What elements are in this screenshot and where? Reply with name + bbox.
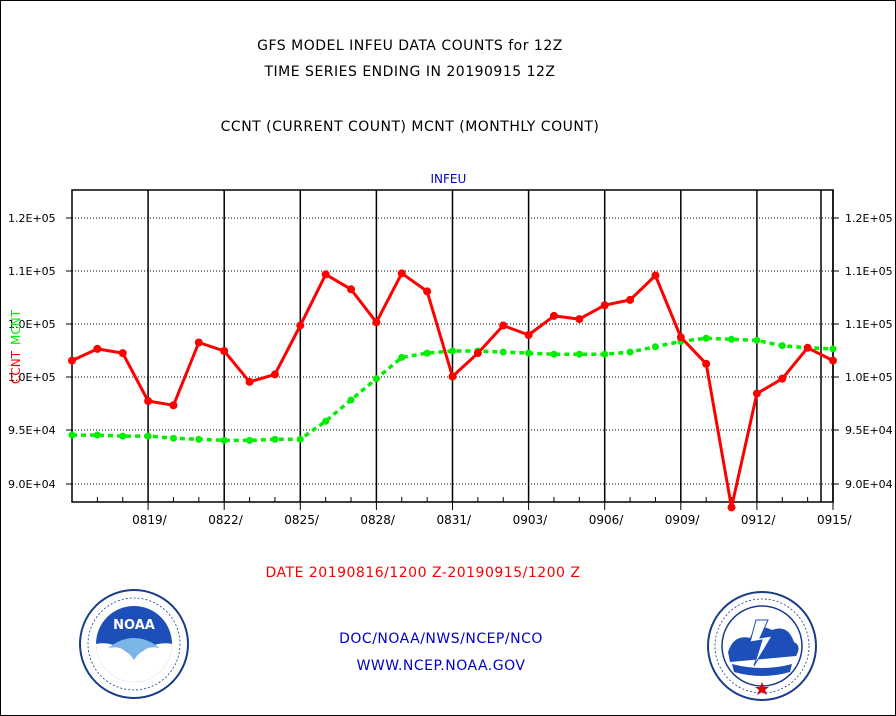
data-point-ccnt: [499, 321, 508, 330]
data-point-mcnt: [119, 432, 127, 440]
x-tick-label: 0828/: [360, 513, 396, 527]
data-point-mcnt: [68, 431, 76, 439]
y-axis-label-ccnt: CCNT: [9, 350, 23, 384]
chart-title-line1: GFS MODEL INFEU DATA COUNTS for 12Z: [257, 38, 563, 54]
data-point-mcnt: [753, 336, 761, 344]
y-tick-label-right: 1.1E+05: [845, 318, 893, 331]
plot-title: INFEU: [431, 172, 467, 186]
data-point-ccnt: [397, 269, 406, 278]
data-point-mcnt: [449, 347, 456, 355]
data-point-ccnt: [651, 271, 660, 280]
data-point-mcnt: [778, 342, 786, 350]
nws-logo: [707, 591, 817, 701]
data-point-ccnt: [727, 503, 736, 512]
data-point-mcnt: [601, 350, 609, 358]
data-point-ccnt: [169, 401, 178, 410]
data-point-mcnt: [271, 435, 279, 443]
data-point-ccnt: [372, 318, 381, 327]
data-point-ccnt: [473, 349, 482, 358]
org-label: DOC/NOAA/NWS/NCEP/NCO: [339, 631, 543, 647]
data-point-mcnt: [372, 375, 380, 383]
data-point-ccnt: [600, 301, 609, 310]
data-point-ccnt: [778, 374, 787, 383]
svg-text:NOAA: NOAA: [113, 618, 155, 633]
data-point-ccnt: [752, 389, 761, 398]
data-point-mcnt: [296, 435, 304, 443]
data-point-ccnt: [626, 295, 635, 304]
data-point-mcnt: [525, 349, 533, 357]
data-point-mcnt: [626, 348, 634, 356]
data-point-mcnt: [195, 435, 203, 443]
data-point-ccnt: [220, 347, 229, 355]
y-tick-label-left: 9.5E+04: [8, 424, 56, 437]
chart-title-line2: TIME SERIES ENDING IN 20190915 12Z: [264, 64, 556, 80]
x-tick-label: 0825/: [284, 513, 320, 527]
data-point-ccnt: [702, 359, 711, 368]
data-point-ccnt: [321, 270, 330, 279]
data-point-mcnt: [702, 334, 710, 342]
y-tick-label-left: 1.2E+05: [8, 212, 56, 225]
data-point-ccnt: [194, 338, 203, 347]
data-point-ccnt: [68, 356, 76, 365]
data-point-ccnt: [676, 333, 685, 342]
data-point-ccnt: [296, 321, 305, 330]
data-point-mcnt: [144, 432, 152, 440]
chart-subtitle: CCNT (CURRENT COUNT) MCNT (MONTHLY COUNT…: [220, 119, 600, 135]
y-tick-label-left: 1.0E+05: [8, 371, 56, 384]
data-point-mcnt: [728, 335, 736, 343]
x-tick-label: 0912/: [741, 513, 777, 527]
x-tick-label: 0909/: [665, 513, 701, 527]
data-point-mcnt: [347, 396, 355, 404]
data-point-mcnt: [246, 436, 254, 444]
data-point-mcnt: [93, 431, 101, 439]
y-tick-label-right: 1.2E+05: [845, 212, 893, 225]
data-point-mcnt: [651, 343, 659, 351]
data-point-ccnt: [347, 285, 356, 294]
data-point-mcnt: [169, 434, 177, 442]
y-tick-label-left: 1.1E+05: [8, 265, 56, 278]
data-point-mcnt: [220, 436, 228, 444]
data-point-mcnt: [423, 349, 431, 357]
data-point-ccnt: [118, 349, 127, 358]
data-point-mcnt: [322, 417, 330, 425]
data-point-ccnt: [549, 311, 558, 320]
data-point-ccnt: [448, 372, 457, 381]
y-tick-label-left: 9.0E+04: [8, 478, 56, 491]
x-tick-label: 0831/: [437, 513, 473, 527]
date-range-label: DATE 20190816/1200 Z-20190915/1200 Z: [265, 565, 581, 581]
y-tick-label-right: 9.5E+04: [845, 424, 893, 437]
data-point-mcnt: [499, 348, 507, 356]
y-tick-label-right: 9.0E+04: [845, 478, 893, 491]
data-point-mcnt: [550, 350, 558, 358]
x-tick-label: 0903/: [513, 513, 549, 527]
data-point-mcnt: [575, 350, 583, 358]
x-tick-label: 0906/: [589, 513, 625, 527]
y-tick-label-right: 1.1E+05: [845, 265, 893, 278]
data-point-mcnt: [398, 353, 406, 361]
data-point-ccnt: [575, 315, 584, 324]
url-label: WWW.NCEP.NOAA.GOV: [356, 658, 526, 674]
noaa-logo: NOAA: [79, 589, 189, 699]
y-tick-label-right: 1.0E+05: [845, 371, 893, 384]
y-tick-label-left: 1.0E+05: [8, 318, 56, 331]
data-point-ccnt: [803, 343, 812, 352]
x-tick-label: 0822/: [208, 513, 244, 527]
data-point-ccnt: [144, 397, 153, 406]
data-point-ccnt: [423, 287, 432, 296]
data-point-ccnt: [829, 356, 837, 365]
data-point-ccnt: [524, 331, 533, 340]
y-axis-label-mcnt: MCNT: [9, 309, 23, 345]
data-point-ccnt: [93, 344, 102, 353]
data-point-mcnt: [829, 345, 837, 353]
data-point-ccnt: [270, 370, 279, 379]
x-tick-label: 0819/: [132, 513, 168, 527]
x-tick-label: 0915/: [817, 513, 853, 527]
data-point-ccnt: [245, 377, 254, 386]
